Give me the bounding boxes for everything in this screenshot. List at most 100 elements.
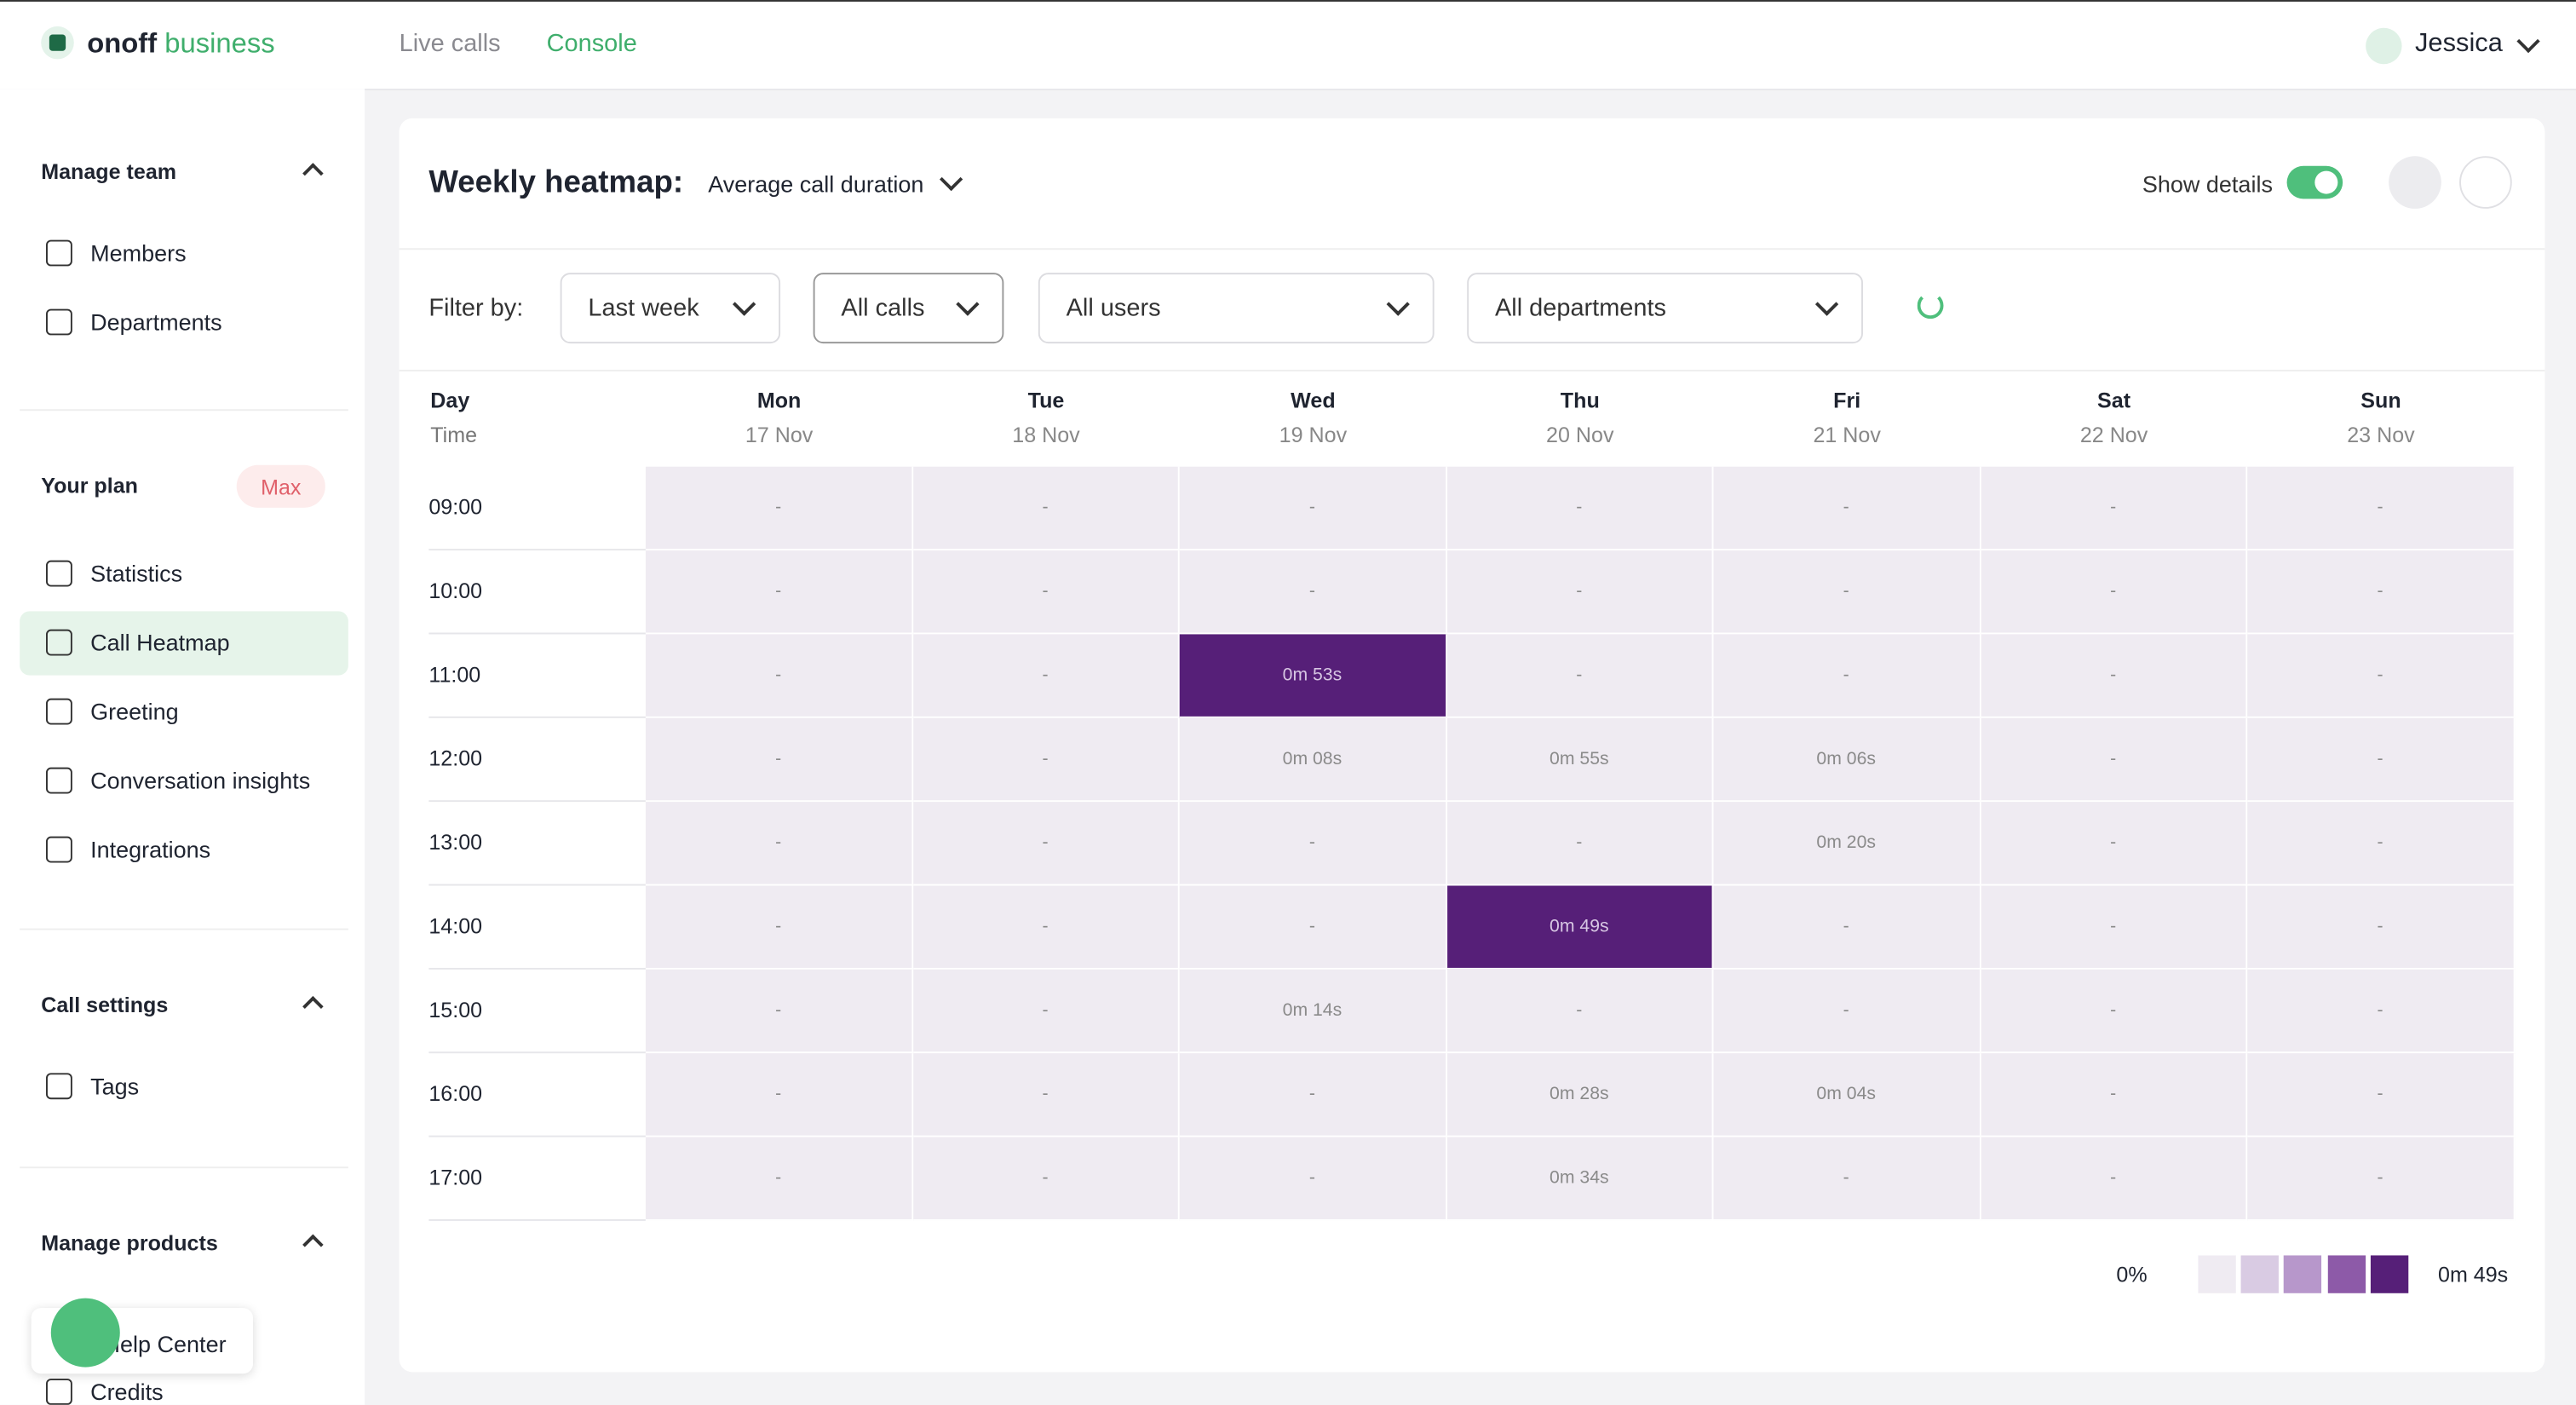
logo [41, 26, 74, 60]
row-line [428, 800, 646, 803]
legend-swatch [2327, 1255, 2366, 1293]
nav-item[interactable]: Departments [90, 308, 222, 336]
nav-item[interactable]: Members [90, 239, 187, 267]
time-label: 10:00 [428, 578, 483, 603]
day-date: 21 Nov [1813, 422, 1881, 447]
heatmap-cell: 0m 20s [1713, 802, 1981, 886]
section-title: Manage team [41, 159, 177, 184]
heatmap-cell: - [645, 802, 913, 886]
heatmap-cell: - [2247, 717, 2515, 803]
section-title: Your plan [41, 473, 138, 498]
heatmap-cell: - [1446, 969, 1714, 1054]
refresh-button[interactable] [1917, 292, 1944, 320]
heatmap-cell: - [1980, 802, 2248, 886]
item-icon [45, 836, 72, 863]
help-icon [50, 1298, 120, 1368]
item-icon [45, 308, 72, 336]
heatmap-cell: - [2247, 634, 2515, 718]
collapse-chevron [302, 1234, 324, 1256]
heatmap-cell: 0m 53s [1179, 634, 1447, 718]
heatmap-cell: - [1179, 550, 1447, 635]
row-line [428, 716, 646, 718]
legend-swatch [2198, 1255, 2236, 1293]
filter-value: All calls [841, 294, 925, 322]
nav-item[interactable]: Call Heatmap [90, 629, 230, 656]
nav-item[interactable]: Integrations [90, 836, 211, 863]
heatmap-cell: - [1179, 1053, 1447, 1137]
day-date: 18 Nov [1012, 422, 1080, 447]
filter-dropdown[interactable]: All calls [813, 273, 1004, 344]
heatmap-cell: - [1179, 885, 1447, 970]
heatmap-cell: 0m 49s [1446, 885, 1714, 970]
heatmap-cell: 0m 14s [1179, 969, 1447, 1054]
row-line [428, 549, 646, 551]
divider [399, 369, 2545, 371]
heatmap-cell: - [1980, 550, 2248, 635]
heatmap-cell: - [1179, 1137, 1447, 1221]
day-date: 19 Nov [1279, 422, 1348, 447]
heatmap-cell: - [645, 550, 913, 635]
nav-item[interactable]: Live calls [399, 29, 501, 58]
filter-button[interactable] [2389, 156, 2441, 209]
legend-swatch [2284, 1255, 2322, 1293]
item-icon [45, 767, 72, 794]
help-center[interactable]: Help Center [31, 1298, 253, 1374]
heatmap-cell: - [1980, 634, 2248, 718]
avatar [2366, 27, 2402, 65]
brand-name: onoff [87, 27, 158, 60]
item-icon [45, 560, 72, 587]
nav-item[interactable]: Console [546, 29, 637, 58]
filter-label: Filter by: [428, 294, 524, 322]
time-label: 16:00 [428, 1080, 483, 1106]
legend-swatch [2370, 1255, 2408, 1293]
item-icon [45, 629, 72, 656]
row-line [428, 967, 646, 970]
divider [20, 409, 348, 412]
heatmap-cell: - [912, 1053, 1180, 1137]
metric-dropdown[interactable]: Average call duration [708, 167, 963, 198]
top-bar: onoff business Live calls Console Jessica [0, 0, 2576, 91]
user-name[interactable]: Jessica [2414, 29, 2503, 58]
show-details-label: Show details [2142, 170, 2273, 198]
day-header: Day [430, 388, 470, 413]
collapse-chevron [302, 995, 324, 1017]
section-title: Manage products [41, 1230, 218, 1256]
metric-label: Average call duration [708, 170, 924, 198]
nav-item[interactable]: Tags [90, 1073, 140, 1100]
heatmap-cell: - [2247, 466, 2515, 551]
heatmap-cell: - [1446, 466, 1714, 551]
time-header: Time [430, 422, 478, 447]
item-icon [45, 239, 72, 267]
filter-dropdown[interactable]: Last week [560, 273, 781, 344]
item-icon [45, 1073, 72, 1100]
heatmap-cell: - [1179, 466, 1447, 551]
brand-suffix: business [164, 27, 275, 60]
nav-item[interactable]: Credits [90, 1379, 164, 1405]
heatmap-cell: - [912, 717, 1180, 803]
heatmap-cell: 0m 04s [1713, 1053, 1981, 1137]
heatmap-cell: 0m 34s [1446, 1137, 1714, 1221]
heatmap-cell: - [912, 466, 1180, 551]
heatmap-title: Weekly heatmap: [428, 165, 684, 201]
nav-item[interactable]: Statistics [90, 560, 183, 587]
heatmap-cell: - [1446, 634, 1714, 718]
heatmap-cell: - [2247, 969, 2515, 1054]
heatmap-cell: 0m 06s [1713, 717, 1981, 803]
nav: Live calls Console [400, 30, 637, 58]
settings-button[interactable] [2459, 156, 2512, 209]
nav-item[interactable]: Conversation insights [90, 767, 311, 794]
legend-max: 0m 49s [2437, 1262, 2509, 1287]
user-chevron [2516, 29, 2540, 54]
filter-dropdown[interactable]: All departments [1467, 273, 1863, 344]
filter-dropdown[interactable]: All users [1038, 273, 1435, 344]
nav-item[interactable]: Greeting [90, 698, 179, 725]
heatmap-cell: - [912, 969, 1180, 1054]
heatmap-cell: - [645, 634, 913, 718]
heatmap-cell: - [1179, 802, 1447, 886]
active-highlight [20, 611, 348, 676]
heatmap-cell: - [1446, 802, 1714, 886]
day-name: Mon [756, 388, 802, 413]
sidebar: Manage team Members Departments Your plan Ma… [0, 89, 365, 1405]
details-toggle[interactable] [2286, 165, 2343, 199]
